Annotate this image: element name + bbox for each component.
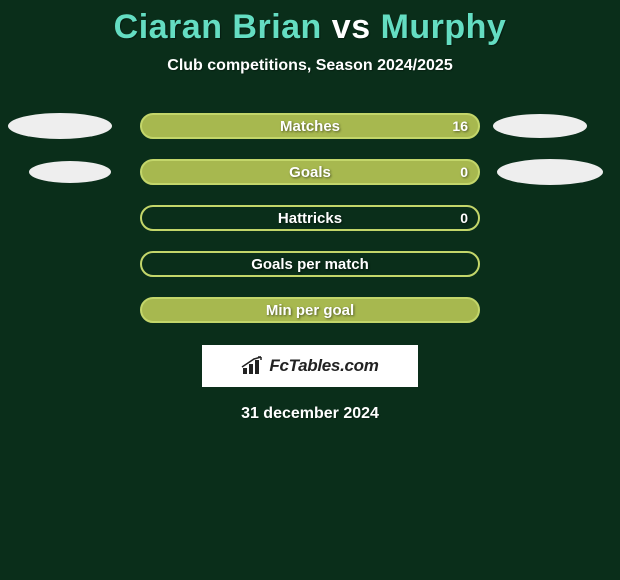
stat-label: Min per goal bbox=[266, 302, 354, 319]
stat-bar: Hattricks 0 bbox=[140, 205, 480, 231]
stat-rows: Matches 16 Goals 0 Hattricks 0 Goals per match… bbox=[0, 113, 620, 323]
comparison-title: Ciaran Brian vs Murphy bbox=[0, 0, 620, 47]
stat-value: 0 bbox=[460, 210, 468, 226]
stat-row: Goals 0 bbox=[0, 159, 620, 185]
chart-icon bbox=[241, 356, 265, 376]
player2-name: Murphy bbox=[381, 8, 507, 46]
right-ellipse bbox=[493, 114, 587, 138]
stat-bar: Matches 16 bbox=[140, 113, 480, 139]
left-ellipse bbox=[29, 161, 111, 183]
stat-value: 16 bbox=[452, 118, 468, 134]
vs-text: vs bbox=[332, 8, 371, 46]
right-ellipse bbox=[497, 159, 603, 185]
logo-text: FcTables.com bbox=[269, 356, 378, 376]
player1-name: Ciaran Brian bbox=[114, 8, 322, 46]
stat-bar: Goals 0 bbox=[140, 159, 480, 185]
stat-label: Hattricks bbox=[278, 210, 342, 227]
stat-bar: Goals per match bbox=[140, 251, 480, 277]
stat-label: Matches bbox=[280, 118, 340, 135]
stat-row: Min per goal bbox=[0, 297, 620, 323]
stat-value: 0 bbox=[460, 164, 468, 180]
stat-label: Goals bbox=[289, 164, 331, 181]
left-ellipse bbox=[8, 113, 112, 139]
stat-bar: Min per goal bbox=[140, 297, 480, 323]
fctables-logo: FcTables.com bbox=[202, 345, 418, 387]
stat-row: Goals per match bbox=[0, 251, 620, 277]
date-text: 31 december 2024 bbox=[0, 405, 620, 423]
stat-label: Goals per match bbox=[251, 256, 369, 273]
stat-row: Hattricks 0 bbox=[0, 205, 620, 231]
stat-row: Matches 16 bbox=[0, 113, 620, 139]
subtitle: Club competitions, Season 2024/2025 bbox=[0, 57, 620, 75]
